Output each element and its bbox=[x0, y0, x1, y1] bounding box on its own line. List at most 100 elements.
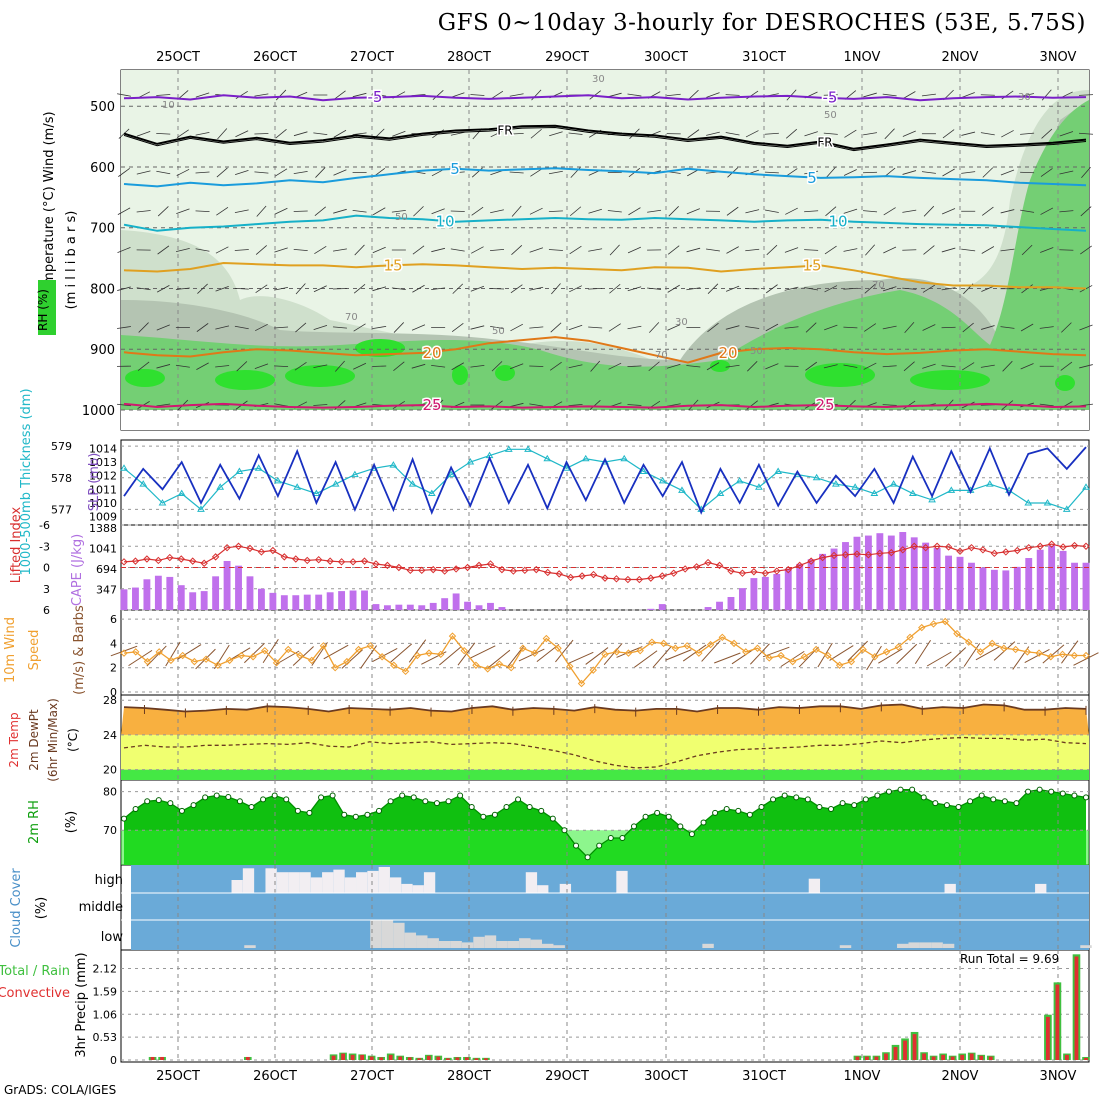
cloud-bar-high bbox=[310, 877, 323, 893]
wind-barb bbox=[726, 246, 739, 254]
rh-legend-swatch bbox=[38, 280, 56, 335]
cloud-bar-low bbox=[839, 945, 852, 948]
wind-speed-marker bbox=[659, 639, 668, 648]
thickness-marker bbox=[466, 457, 475, 465]
precip-convective-bar bbox=[969, 1053, 974, 1060]
wind-barb bbox=[764, 209, 779, 213]
precip-convective-bar bbox=[426, 1055, 431, 1060]
rh2m-marker bbox=[202, 794, 209, 801]
wind-barb bbox=[725, 364, 740, 368]
wind-barb-10m bbox=[847, 640, 868, 662]
cape-bar bbox=[658, 604, 666, 610]
wind-barb bbox=[980, 132, 995, 136]
rh2m-marker bbox=[943, 802, 950, 809]
wind-barb-10m bbox=[665, 649, 692, 661]
y-tick-label: 24 bbox=[103, 729, 117, 742]
rh2m-marker bbox=[573, 842, 580, 849]
cloud-bar-low bbox=[519, 938, 531, 948]
wind-barb bbox=[215, 325, 230, 330]
lifted-index-marker bbox=[418, 566, 426, 575]
wind-speed-marker bbox=[401, 667, 410, 676]
rh2m-marker bbox=[851, 802, 858, 809]
rh2m-marker bbox=[1013, 800, 1020, 807]
date-label-bottom: 3NOV bbox=[1040, 1069, 1077, 1084]
cape-bar bbox=[704, 607, 712, 610]
wind-speed-marker bbox=[1023, 648, 1032, 656]
wind-barb bbox=[334, 90, 346, 100]
wind-barb bbox=[176, 208, 190, 215]
wind-barb-10m bbox=[914, 639, 931, 665]
cape-bar bbox=[383, 605, 391, 610]
wind-speed-marker bbox=[988, 639, 996, 648]
wind-barb bbox=[510, 323, 524, 332]
cape-bar bbox=[716, 601, 723, 610]
wind-barb bbox=[313, 404, 328, 406]
wind-barb bbox=[1000, 326, 1015, 329]
wind-barb bbox=[352, 210, 367, 213]
rh-area-90 bbox=[121, 100, 1089, 410]
isotherm-label: 20 bbox=[422, 344, 441, 362]
isotherm-label: 20 bbox=[718, 344, 737, 362]
wind-barb bbox=[882, 93, 897, 97]
lifted-index-marker bbox=[624, 575, 632, 584]
wind-barb bbox=[1021, 244, 1033, 256]
axis-label-upper: Temperature (°C) Wind (m/s) bbox=[42, 111, 57, 299]
wind-barb bbox=[175, 287, 190, 290]
y-tick-label: 1010 bbox=[89, 497, 117, 510]
lifted-index-marker bbox=[715, 561, 724, 570]
wind-barb bbox=[942, 129, 955, 139]
wind-speed-marker bbox=[835, 661, 844, 669]
lifted-index-marker bbox=[692, 563, 701, 571]
wind-barb bbox=[352, 132, 367, 136]
cloud-bar-low bbox=[416, 935, 428, 948]
wind-barb bbox=[941, 287, 956, 291]
precip-convective-bar bbox=[455, 1057, 460, 1060]
wind-barb-10m bbox=[975, 645, 1001, 661]
lifted-index-marker bbox=[189, 557, 197, 565]
wind-barb bbox=[864, 283, 876, 294]
rh2m-marker bbox=[885, 788, 892, 795]
wind-barb bbox=[863, 362, 877, 370]
lifted-index-marker bbox=[292, 555, 300, 563]
wind-barb bbox=[882, 286, 897, 292]
cloud-bar-low bbox=[553, 945, 565, 948]
wind-barb bbox=[137, 361, 150, 371]
cloud-bar-low bbox=[908, 942, 920, 948]
wind-barb bbox=[450, 248, 465, 252]
wind-barb bbox=[649, 322, 660, 333]
isotherm-label: FR bbox=[497, 123, 512, 137]
wind-barb bbox=[706, 362, 720, 371]
wind-barb bbox=[353, 284, 366, 294]
wind-barb bbox=[882, 404, 897, 406]
wind-speed-marker bbox=[261, 646, 269, 655]
wind-speed-marker bbox=[753, 644, 762, 652]
wind-barb bbox=[903, 400, 916, 410]
cape-bar bbox=[761, 576, 769, 610]
thickness-marker bbox=[254, 464, 263, 471]
axis-label: RH (%) bbox=[36, 289, 50, 331]
wind-barb-10m bbox=[165, 641, 181, 667]
rh2m-marker bbox=[909, 786, 916, 793]
cape-bar bbox=[257, 588, 265, 610]
wind-barb bbox=[332, 248, 347, 252]
precip-convective-bar bbox=[388, 1054, 393, 1060]
rh2m-marker bbox=[781, 792, 788, 799]
y-tick-label: 6 bbox=[43, 604, 50, 617]
isotherm-label: 25 bbox=[815, 396, 834, 414]
lifted-index-marker bbox=[532, 565, 540, 574]
wind-speed-marker bbox=[929, 620, 938, 628]
cape-bar bbox=[326, 592, 334, 610]
wind-barb bbox=[843, 326, 858, 329]
wind-barb bbox=[725, 285, 740, 292]
wind-barb bbox=[961, 131, 976, 136]
thickness-marker bbox=[293, 483, 302, 490]
wind-barb bbox=[921, 171, 936, 174]
cape-bar bbox=[922, 542, 930, 610]
wind-barb bbox=[668, 206, 679, 217]
wind-barb bbox=[628, 207, 641, 216]
chart-title: GFS 0~10day 3-hourly for DESROCHES (53E,… bbox=[437, 10, 1086, 36]
wind-barb bbox=[293, 131, 308, 137]
cloud-bar-high bbox=[808, 878, 821, 893]
date-label-top: 26OCT bbox=[253, 50, 297, 65]
rh2m-marker bbox=[318, 794, 325, 801]
